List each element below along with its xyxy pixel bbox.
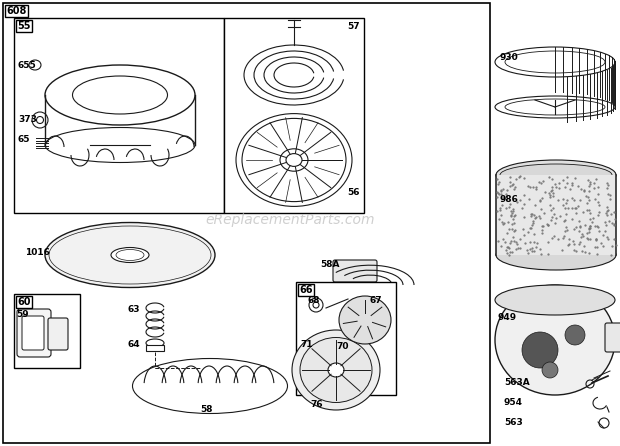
Text: 655: 655 [18, 61, 37, 70]
Text: 57: 57 [347, 22, 360, 31]
Text: 373: 373 [18, 115, 37, 124]
FancyBboxPatch shape [22, 316, 44, 350]
FancyBboxPatch shape [17, 309, 51, 357]
FancyBboxPatch shape [605, 323, 620, 352]
Text: 59: 59 [16, 310, 29, 319]
Text: 563A: 563A [504, 378, 529, 387]
Text: 63: 63 [128, 305, 141, 314]
Text: 68: 68 [308, 296, 321, 305]
Text: 76: 76 [310, 400, 322, 409]
Text: 66: 66 [299, 285, 312, 295]
Text: 65: 65 [18, 135, 30, 144]
Ellipse shape [111, 248, 149, 263]
Text: 58: 58 [200, 405, 213, 414]
Bar [146, 345, 164, 351]
Text: 71: 71 [300, 340, 312, 349]
Bar [496, 175, 616, 255]
Text: 986: 986 [500, 195, 519, 204]
Ellipse shape [49, 226, 211, 284]
Circle shape [542, 362, 558, 378]
Circle shape [565, 325, 585, 345]
Text: 1016: 1016 [25, 248, 50, 257]
FancyBboxPatch shape [333, 260, 377, 282]
FancyBboxPatch shape [48, 318, 68, 350]
Bar [296, 282, 396, 395]
Bar [14, 18, 224, 213]
Ellipse shape [495, 96, 615, 118]
Ellipse shape [495, 285, 615, 315]
Ellipse shape [496, 160, 616, 190]
Ellipse shape [495, 285, 615, 395]
Text: 55: 55 [17, 21, 30, 31]
Bar [3, 3, 490, 443]
Text: 949: 949 [498, 313, 517, 322]
Text: 64: 64 [128, 340, 141, 349]
Text: 58A: 58A [320, 260, 340, 269]
Text: 67: 67 [369, 296, 382, 305]
Text: 56: 56 [347, 188, 360, 197]
Ellipse shape [45, 223, 215, 288]
Circle shape [522, 332, 558, 368]
Text: 954: 954 [504, 398, 523, 407]
Ellipse shape [496, 240, 616, 270]
Bar [224, 18, 364, 213]
Ellipse shape [328, 363, 344, 377]
Text: 563: 563 [504, 418, 523, 427]
Bar [14, 294, 80, 368]
Text: eReplacementParts.com: eReplacementParts.com [205, 213, 374, 227]
Text: 70: 70 [336, 342, 348, 351]
Ellipse shape [300, 338, 372, 402]
Text: 608: 608 [6, 6, 27, 16]
Ellipse shape [339, 296, 391, 344]
Ellipse shape [116, 249, 144, 260]
Text: 930: 930 [500, 53, 519, 62]
Text: 60: 60 [17, 297, 30, 307]
Ellipse shape [292, 330, 380, 410]
Ellipse shape [500, 164, 612, 186]
